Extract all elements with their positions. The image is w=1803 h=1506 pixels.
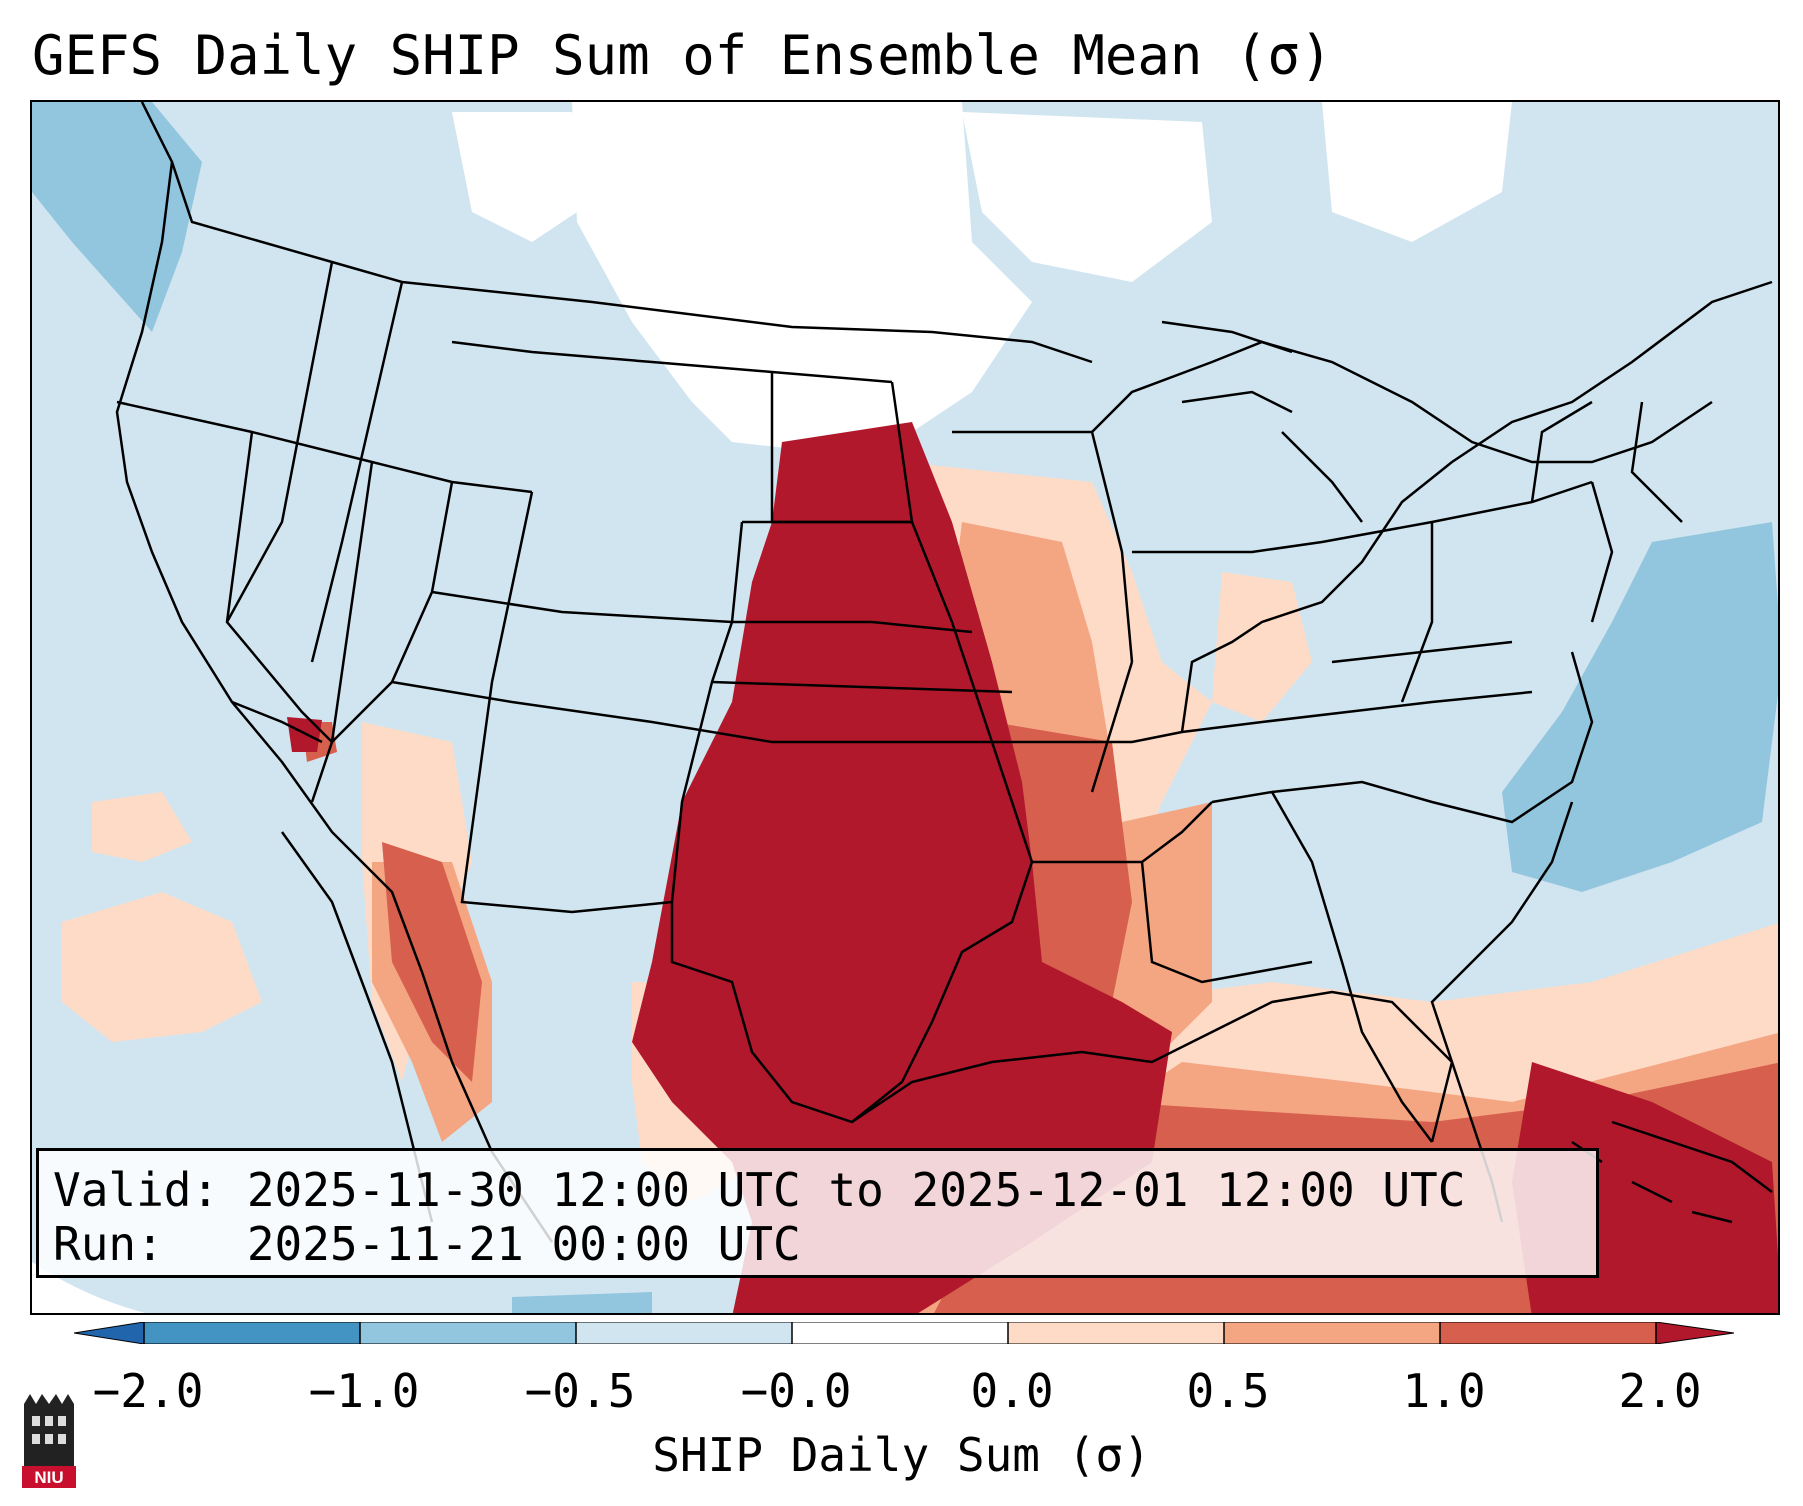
valid-run-info-box: Valid: 2025-11-30 12:00 UTC to 2025-12-0… — [36, 1148, 1599, 1278]
colorbar-segment — [144, 1322, 360, 1344]
map-panel — [30, 100, 1780, 1315]
niu-logo: NIU — [22, 1394, 76, 1488]
colorbar-segment — [1224, 1322, 1440, 1344]
colorbar-extend-max — [1656, 1322, 1734, 1344]
colorbar — [74, 1322, 1734, 1344]
colorbar-tick-label: 0.5 — [1186, 1364, 1270, 1418]
colorbar-segment — [792, 1322, 1008, 1344]
ship-anomaly-map — [32, 102, 1778, 1313]
colorbar-tick-label: −0.0 — [740, 1364, 852, 1418]
colorbar-tick-label: −1.0 — [308, 1364, 420, 1418]
colorbar-segment — [576, 1322, 792, 1344]
domain-edge — [32, 1262, 146, 1313]
colorbar-segment — [1008, 1322, 1224, 1344]
colorbar-axis-label: SHIP Daily Sum (σ) — [652, 1428, 1151, 1482]
logo-text: NIU — [34, 1468, 63, 1487]
colorbar-extend-min — [74, 1322, 144, 1344]
colorbar-tick-label: 0.0 — [970, 1364, 1054, 1418]
colorbar-segment — [360, 1322, 576, 1344]
colorbar-tick-label: −0.5 — [524, 1364, 636, 1418]
negative-regions — [32, 102, 1778, 1313]
colorbar-tick-label: −2.0 — [92, 1364, 204, 1418]
colorbar-tick-label: 2.0 — [1618, 1364, 1702, 1418]
colorbar-tick-label: 1.0 — [1402, 1364, 1486, 1418]
valid-time-text: Valid: 2025-11-30 12:00 UTC to 2025-12-0… — [53, 1163, 1466, 1217]
map-title: GEFS Daily SHIP Sum of Ensemble Mean (σ) — [32, 24, 1333, 87]
political-boundaries — [115, 102, 1773, 1243]
run-time-text: Run: 2025-11-21 00:00 UTC — [53, 1217, 801, 1271]
colorbar-segment — [1440, 1322, 1656, 1344]
